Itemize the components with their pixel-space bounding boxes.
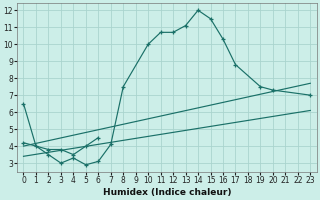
X-axis label: Humidex (Indice chaleur): Humidex (Indice chaleur) <box>103 188 231 197</box>
